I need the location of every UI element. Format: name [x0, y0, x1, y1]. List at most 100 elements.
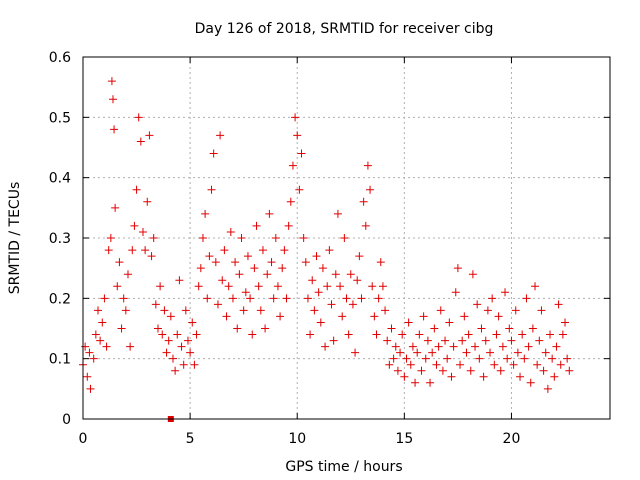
- data-point: [363, 161, 372, 170]
- data-point: [203, 294, 212, 303]
- data-point: [473, 300, 482, 309]
- data-point: [406, 360, 415, 369]
- data-point: [419, 312, 428, 321]
- data-point: [205, 252, 214, 261]
- data-point: [496, 366, 505, 375]
- data-point: [451, 288, 460, 297]
- data-point: [164, 336, 173, 345]
- data-point: [107, 77, 116, 86]
- data-point: [333, 209, 342, 218]
- data-point: [306, 330, 315, 339]
- data-point: [134, 113, 143, 122]
- data-point: [106, 234, 115, 242]
- data-point: [175, 276, 184, 285]
- data-point: [556, 360, 565, 369]
- data-point: [505, 324, 514, 333]
- data-point: [518, 330, 527, 339]
- data-point: [186, 348, 195, 357]
- data-point: [449, 342, 458, 351]
- data-point: [100, 294, 109, 303]
- x-tick-label: 20: [503, 431, 521, 447]
- data-point: [267, 258, 276, 267]
- data-point: [284, 221, 293, 230]
- data-point: [430, 324, 439, 333]
- data-point: [192, 330, 201, 339]
- data-point: [417, 366, 426, 375]
- data-point: [126, 342, 135, 351]
- data-point: [145, 131, 154, 140]
- data-point: [353, 276, 362, 285]
- x-tick-label: 15: [395, 431, 413, 447]
- data-point: [256, 306, 265, 315]
- data-point: [464, 330, 473, 339]
- y-tick-label: 0.1: [49, 352, 71, 368]
- data-point: [374, 294, 383, 303]
- data-point: [269, 294, 278, 303]
- data-point: [533, 360, 542, 369]
- data-point: [128, 246, 137, 255]
- data-point: [456, 360, 465, 369]
- data-point: [331, 270, 340, 279]
- data-point: [271, 234, 280, 242]
- data-point: [248, 330, 257, 339]
- data-point: [171, 366, 180, 375]
- data-point: [327, 300, 336, 309]
- data-point: [494, 312, 503, 321]
- data-point: [293, 131, 302, 140]
- data-point: [158, 330, 167, 339]
- data-point: [288, 161, 297, 170]
- data-point: [224, 282, 233, 291]
- data-point: [179, 360, 188, 369]
- data-point: [550, 372, 559, 381]
- data-point: [115, 258, 124, 267]
- data-point: [543, 384, 552, 393]
- data-point: [265, 209, 274, 218]
- data-point: [479, 372, 488, 381]
- axis-ticks: 0 0.1 0.2 0.3 0.4 0.5 0.6 0 5 10 15 20: [49, 50, 610, 447]
- data-point: [209, 149, 218, 158]
- data-point: [194, 282, 203, 291]
- data-point: [338, 312, 347, 321]
- data-point: [147, 252, 156, 261]
- data-point: [254, 282, 263, 291]
- data-point: [177, 342, 186, 351]
- data-point: [183, 336, 192, 345]
- data-point: [402, 354, 411, 363]
- data-point: [86, 384, 95, 393]
- chart-title: Day 126 of 2018, SRMTID for receiver cib…: [195, 21, 494, 37]
- data-point: [413, 348, 422, 357]
- data-point: [385, 360, 394, 369]
- data-point: [246, 294, 255, 303]
- data-point: [213, 300, 222, 309]
- data-point: [393, 366, 402, 375]
- data-point: [123, 270, 132, 279]
- data-point: [443, 354, 452, 363]
- data-point: [312, 252, 321, 261]
- data-point: [117, 324, 126, 333]
- data-point: [381, 306, 390, 315]
- data-point: [492, 330, 501, 339]
- data-point: [250, 264, 259, 273]
- data-point: [113, 282, 122, 291]
- data-point: [149, 234, 158, 242]
- data-point: [160, 306, 169, 315]
- x-axis-label: GPS time / hours: [285, 459, 402, 475]
- data-point: [91, 330, 100, 339]
- data-point: [546, 330, 555, 339]
- data-point: [344, 330, 353, 339]
- data-point: [351, 348, 360, 357]
- data-point: [276, 312, 285, 321]
- data-point: [168, 354, 177, 363]
- data-point: [143, 197, 152, 206]
- data-point: [153, 324, 162, 333]
- data-point: [383, 336, 392, 345]
- data-point: [196, 264, 205, 273]
- data-point: [432, 360, 441, 369]
- data-point: [329, 336, 338, 345]
- data-point: [524, 342, 533, 351]
- data-points: [79, 77, 574, 422]
- data-point: [408, 342, 417, 351]
- data-point: [396, 348, 405, 357]
- data-point: [132, 185, 141, 194]
